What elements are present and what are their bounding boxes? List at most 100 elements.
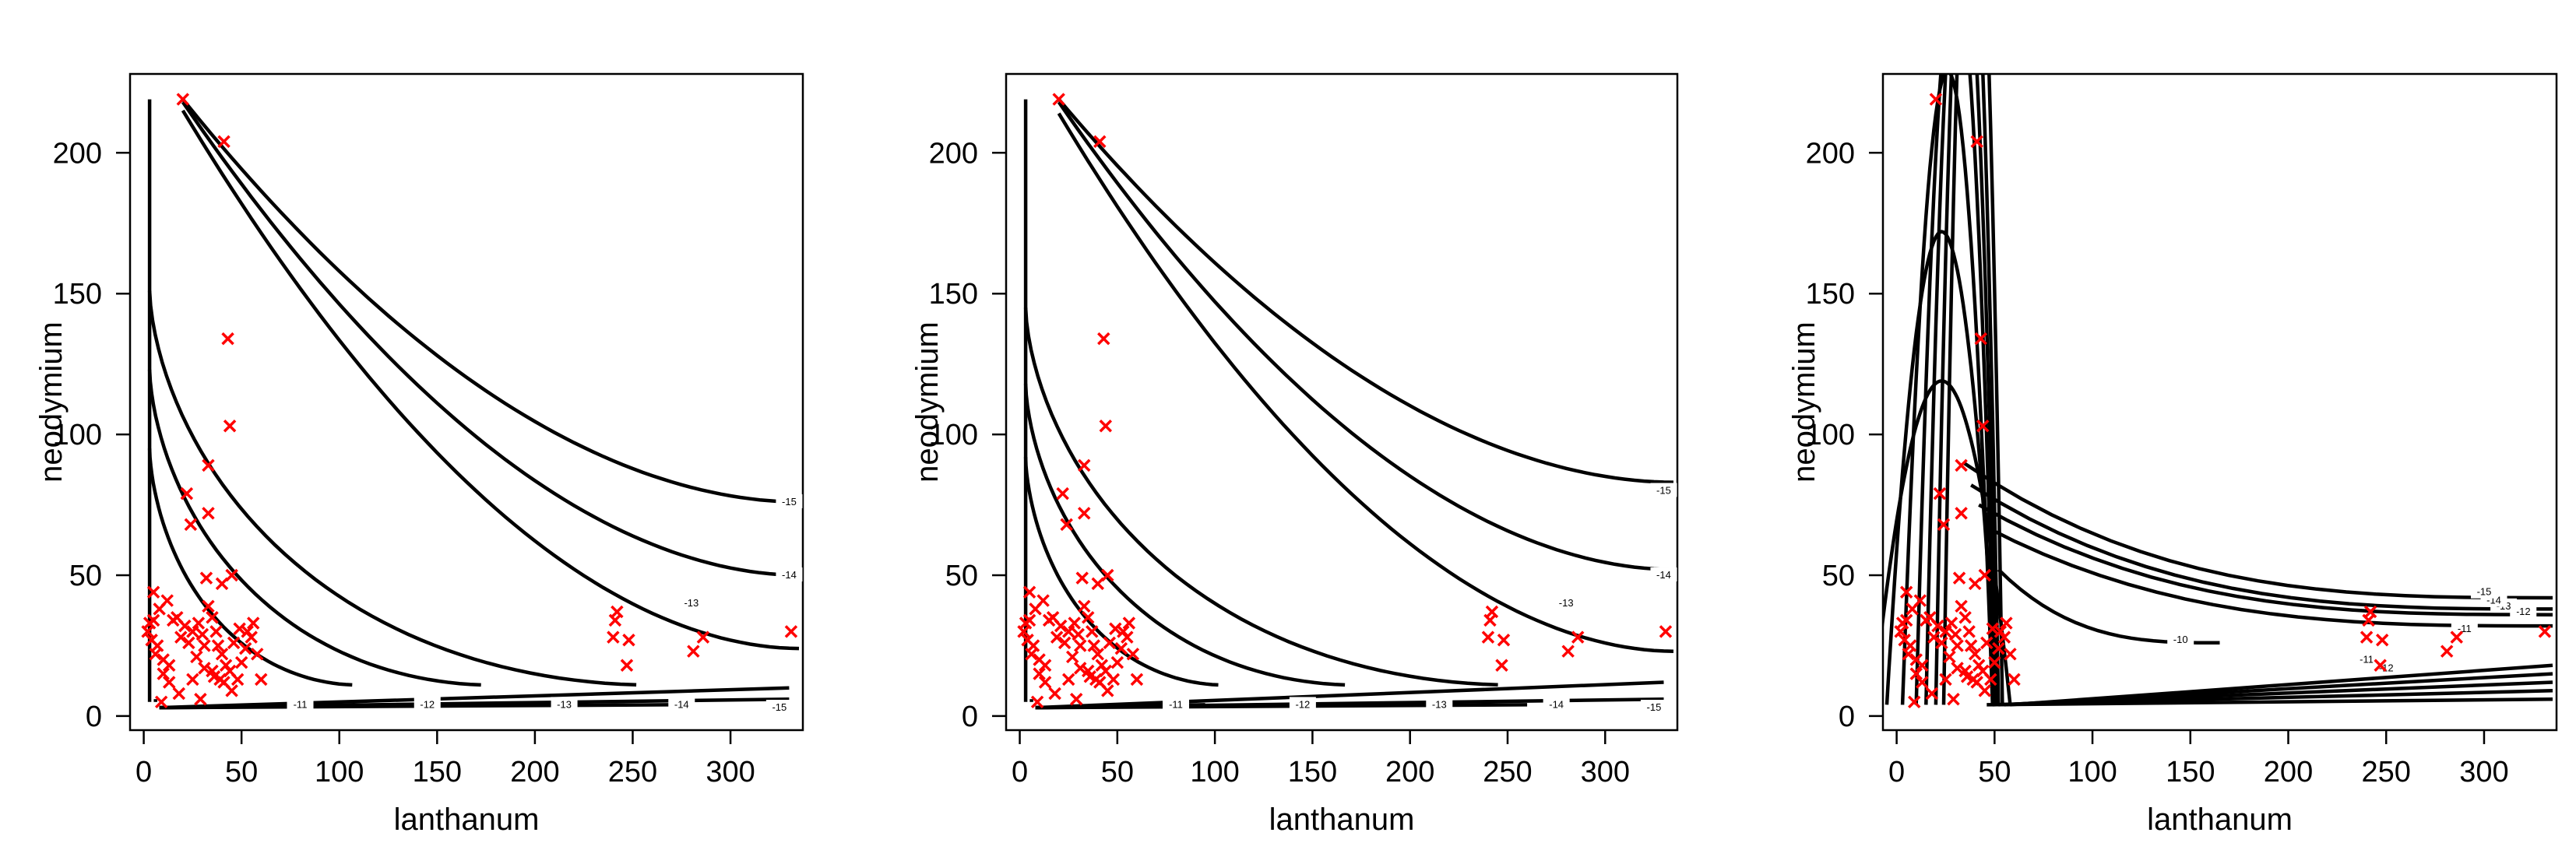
- contour-label-bg: [2470, 584, 2497, 599]
- contour-label-bg: [287, 697, 314, 711]
- observation-point: [1951, 662, 1964, 675]
- observation-point: [1916, 676, 1929, 689]
- observation-point: [1077, 599, 1091, 613]
- observation-point: [146, 585, 160, 599]
- observation-point: [255, 673, 268, 687]
- observation-point: [154, 695, 168, 709]
- contour-label-bg: [1426, 697, 1453, 711]
- observation-point: [182, 636, 195, 650]
- contour-line: [1023, 457, 1219, 687]
- observation-point: [215, 577, 229, 591]
- observation-point: [1943, 650, 1956, 664]
- observation-point: [1978, 568, 1991, 582]
- observation-point: [696, 630, 710, 644]
- contour-level-label: -11: [1169, 698, 1183, 710]
- contour-level-label: -10: [2173, 634, 2188, 645]
- y-tick-label: 100: [929, 419, 978, 451]
- observation-point: [1481, 630, 1495, 644]
- observation-point: [2375, 633, 2389, 647]
- observation-point: [202, 507, 215, 520]
- observation-point: [1126, 648, 1140, 661]
- observation-point: [1925, 687, 1939, 701]
- x-tick-label: 100: [2067, 756, 2117, 789]
- observation-point: [1107, 673, 1121, 687]
- contour-lines: [147, 98, 800, 710]
- contour-level-label: -15: [772, 701, 787, 713]
- contour-panel-middle: 0 50 100 150 200 250 300 0 50 100 150 200 lanthanum n…: [910, 72, 1679, 837]
- y-axis-label: neodymium: [910, 321, 945, 483]
- contour-line: [181, 109, 800, 651]
- observation-point: [1909, 667, 1923, 680]
- observation-point: [2450, 630, 2463, 644]
- observation-point: [2440, 645, 2454, 658]
- observation-point: [1022, 585, 1036, 599]
- observation-point: [1056, 486, 1069, 501]
- observation-point: [1091, 648, 1105, 661]
- contour-line: [1924, 74, 1999, 705]
- observation-point: [1061, 673, 1075, 687]
- contour-line: [1941, 74, 2004, 705]
- contour-level-label: -13: [684, 597, 699, 609]
- x-tick-label: 200: [1385, 756, 1434, 789]
- observation-point: [1110, 655, 1124, 669]
- contour-level-label: -12: [2516, 606, 2531, 617]
- y-tick-label: 50: [69, 560, 102, 592]
- x-tick-label: 0: [135, 756, 152, 789]
- contour-line: [1057, 100, 1674, 572]
- contour-line: [1970, 483, 2553, 611]
- observation-point: [1101, 684, 1114, 697]
- x-tick-label: 300: [2459, 756, 2508, 789]
- observation-point: [1075, 571, 1089, 585]
- x-tick-label: 200: [2264, 756, 2313, 789]
- contour-line: [1035, 680, 1664, 710]
- y-tick-label: 150: [1806, 278, 1855, 311]
- contour-line: [1023, 383, 1346, 687]
- y-tick-label: 50: [1822, 560, 1855, 592]
- x-tick-label: 150: [2166, 756, 2215, 789]
- observation-point: [1944, 616, 1958, 630]
- observation-point: [1036, 594, 1050, 607]
- observation-point: [1947, 692, 1960, 706]
- observation-point: [217, 135, 231, 149]
- observation-point: [225, 568, 238, 582]
- observation-point: [157, 667, 170, 680]
- x-axis-label: lanthanum: [2147, 803, 2293, 837]
- observation-point: [241, 625, 254, 638]
- observation-point: [1902, 648, 1915, 661]
- contour-line: [1997, 568, 2220, 645]
- observation-point: [1048, 687, 1061, 701]
- plot-frame: [1005, 72, 1679, 732]
- observation-point: [1933, 486, 1947, 501]
- observation-point: [1087, 639, 1100, 652]
- observation-point: [1057, 636, 1072, 650]
- y-tick-label: 0: [1839, 701, 1855, 733]
- observation-point: [186, 673, 199, 687]
- observation-point: [2008, 673, 2021, 687]
- observation-point: [195, 627, 209, 641]
- observation-point: [608, 613, 622, 627]
- contour-level-label: -15: [2477, 586, 2492, 598]
- observation-point: [1937, 518, 1951, 532]
- x-tick-label: 100: [315, 756, 364, 789]
- observation-point: [1955, 507, 1968, 520]
- x-axis-label: lanthanum: [394, 803, 540, 837]
- contour-line: [159, 686, 790, 710]
- observation-point: [1935, 636, 1948, 650]
- observation-point: [1122, 616, 1136, 630]
- observation-point: [1025, 648, 1038, 661]
- contour-label-bg: [1553, 595, 1580, 610]
- contour-level-label: -11: [294, 698, 308, 710]
- observation-point: [1109, 622, 1122, 635]
- observation-point: [192, 616, 206, 630]
- contour-label-bg: [1543, 697, 1570, 711]
- observation-point: [1927, 630, 1941, 644]
- contour-line: [1057, 98, 1674, 484]
- x-tick-label: 200: [510, 756, 559, 789]
- observation-point: [1899, 585, 1913, 599]
- observation-point: [1571, 630, 1585, 644]
- observation-point: [162, 659, 176, 673]
- x-tick-label: 50: [1978, 756, 2011, 789]
- x-tick-label: 0: [1888, 756, 1905, 789]
- observation-point: [1939, 625, 1952, 638]
- observation-point: [199, 571, 213, 585]
